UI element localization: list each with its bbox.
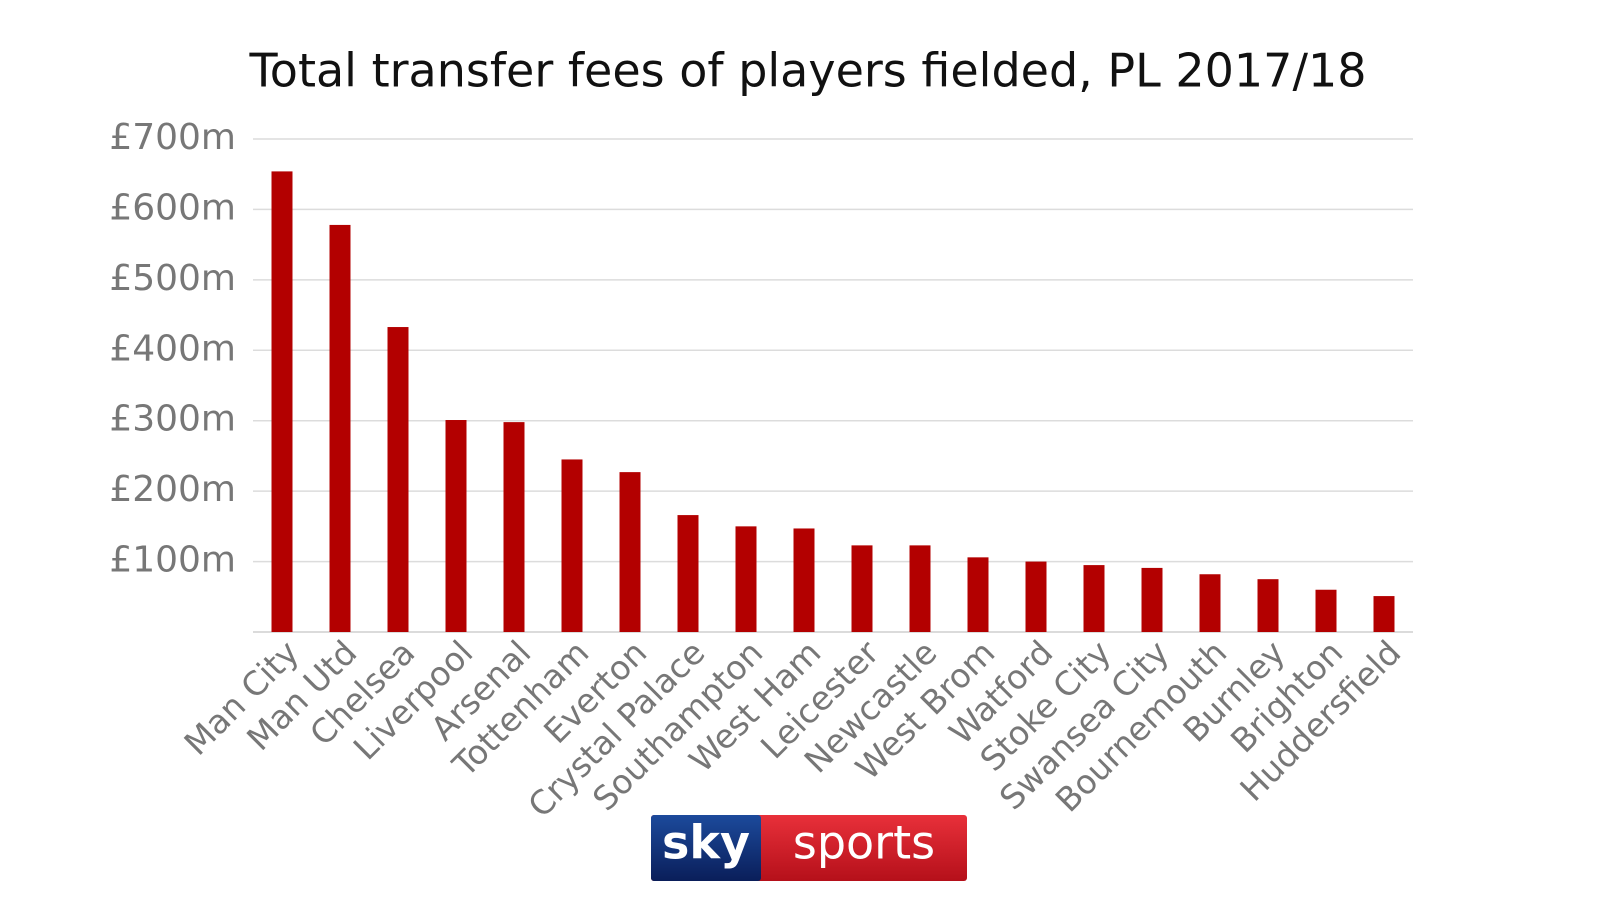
bar [1199,574,1221,632]
bar [1315,589,1337,632]
bar [445,420,467,632]
bar [1083,565,1105,632]
logo: sky sports [651,815,967,881]
bar [1257,579,1279,632]
y-tick-label: £600m [109,187,236,228]
bar [561,459,583,632]
bar [793,528,815,632]
bar [967,557,989,632]
y-tick-label: £100m [109,540,236,581]
bar [329,224,351,632]
bar [1025,561,1047,632]
y-tick-label: £200m [109,469,236,510]
bar [677,515,699,632]
bar [503,422,525,632]
bar [387,327,409,632]
y-tick-label: £400m [109,328,236,369]
bar [909,545,931,632]
bar [735,526,757,632]
y-tick-label: £300m [109,399,236,440]
bar [1141,567,1163,632]
chart-title: Total transfer fees of players fielded, … [249,44,1367,98]
y-tick-label: £700m [109,117,236,158]
bar [851,545,873,632]
y-tick-label: £500m [109,258,236,299]
logo-sports: sports [793,816,935,870]
logo-blue [651,815,761,881]
bar [619,472,641,632]
logo-sky: sky [662,816,750,870]
bar [271,171,293,632]
bar [1373,596,1395,632]
